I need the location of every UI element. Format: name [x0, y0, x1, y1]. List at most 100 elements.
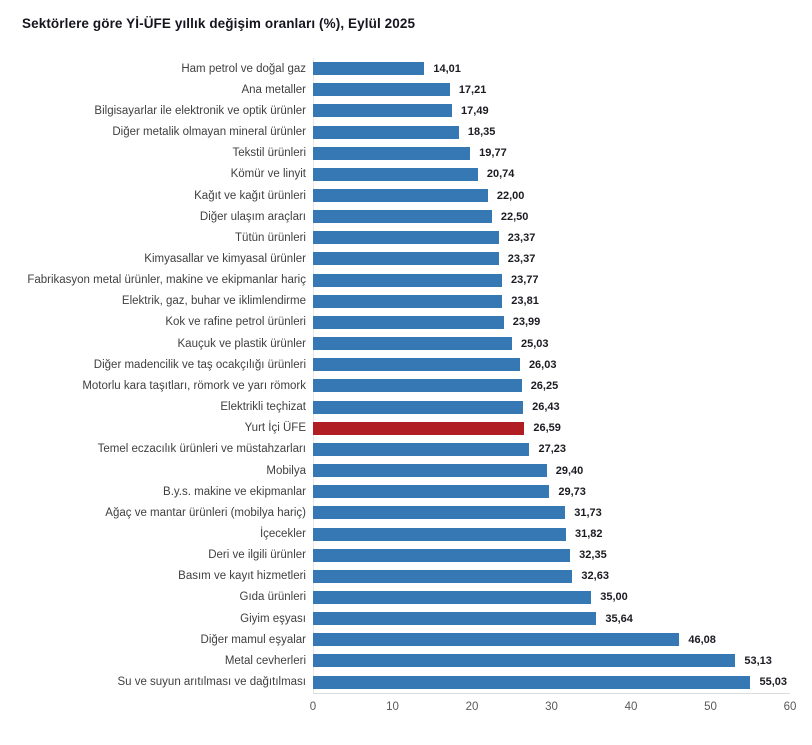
bar [313, 485, 550, 499]
bar [313, 210, 492, 224]
bar-track: 35,64 [313, 612, 790, 626]
category-label-cell: Giyim eşyası [22, 613, 313, 625]
bar-track: 53,13 [313, 654, 790, 668]
category-label: Kok ve rafine petrol ürünleri [165, 316, 306, 329]
bar [313, 189, 488, 203]
x-tick-label: 20 [465, 700, 479, 713]
category-label: Kömür ve linyit [230, 168, 306, 181]
bar [313, 548, 571, 562]
bar [313, 612, 597, 626]
category-label: Gıda ürünleri [239, 591, 306, 604]
category-label-cell: Kağıt ve kağıt ürünleri [22, 190, 313, 202]
bar-track: 29,40 [313, 464, 790, 478]
bar [313, 654, 736, 668]
bar-row: Motorlu kara taşıtları, römork ve yarı r… [22, 375, 790, 396]
category-label-cell: Diğer ulaşım araçları [22, 211, 313, 223]
bar [313, 125, 459, 139]
bar-row: Kauçuk ve plastik ürünler 25,03 [22, 333, 790, 354]
bar-row: Kömür ve linyit 20,74 [22, 164, 790, 185]
value-label: 26,43 [532, 401, 560, 414]
bar-track: 26,59 [313, 421, 790, 435]
bar [313, 590, 592, 604]
category-label-cell: Elektrikli teçhizat [22, 401, 313, 413]
bar-row: Gıda ürünleri 35,00 [22, 587, 790, 608]
bar [313, 315, 504, 329]
bar [313, 379, 522, 393]
bar [313, 337, 512, 351]
bar [313, 62, 425, 76]
bar-row: Tekstil ürünleri 19,77 [22, 143, 790, 164]
bar [313, 231, 499, 245]
x-axis: 0 10 20 30 40 50 60 [310, 692, 796, 719]
category-label: Bilgisayarlar ile elektronik ve optik ür… [94, 104, 306, 117]
bar-row: Deri ve ilgili ürünler 32,35 [22, 545, 790, 566]
bar [313, 104, 453, 118]
category-label-cell: Tekstil ürünleri [22, 147, 313, 159]
value-label: 20,74 [486, 168, 515, 181]
bar-track: 19,77 [313, 146, 790, 160]
bar-track: 23,99 [313, 315, 790, 329]
bar-row: Fabrikasyon metal ürünler, makine ve eki… [22, 270, 790, 291]
value-label: 27,23 [538, 443, 566, 456]
bar-row: Elektrikli teçhizat 26,43 [22, 397, 790, 418]
category-label-cell: Deri ve ilgili ürünler [22, 549, 313, 561]
value-label: 17,49 [461, 104, 489, 117]
bar [313, 167, 478, 181]
value-label: 17,21 [458, 83, 487, 96]
bar-row: Diğer metalik olmayan mineral ürünler 18,… [22, 121, 790, 142]
bar-row: Temel eczacılık ürünleri ve müstahzarlar… [22, 439, 790, 460]
bar [313, 400, 524, 414]
highlight-bar [313, 421, 525, 435]
category-label: Ana metaller [241, 83, 306, 96]
bar [313, 569, 573, 583]
value-label: 26,59 [533, 422, 561, 435]
category-label: Elektrik, gaz, buhar ve iklimlendirme [121, 295, 306, 308]
category-label: Temel eczacılık ürünleri ve müstahzarlar… [97, 443, 306, 456]
bar [313, 442, 530, 456]
bar [313, 633, 680, 647]
bar-row: Kimyasallar ve kimyasal ürünler 23,37 [22, 248, 790, 269]
bar [313, 464, 547, 478]
category-label-cell: Kömür ve linyit [22, 168, 313, 180]
bar-row: Ağaç ve mantar ürünleri (mobilya hariç) 3… [22, 502, 790, 523]
bar-track: 17,49 [313, 104, 790, 118]
category-label: Fabrikasyon metal ürünler, makine ve eki… [27, 274, 306, 287]
category-label-cell: Ana metaller [22, 84, 313, 96]
category-label: Kağıt ve kağıt ürünleri [194, 189, 306, 202]
bar-track: 31,82 [313, 527, 790, 541]
category-label: Diğer metalik olmayan mineral ürünler [112, 126, 306, 139]
category-label-cell: Mobilya [22, 465, 313, 477]
category-label-cell: Basım ve kayıt hizmetleri [22, 570, 313, 582]
value-label: 55,03 [759, 676, 788, 689]
bar-track: 23,37 [313, 252, 790, 266]
category-label-cell: İçecekler [22, 528, 313, 540]
category-label: Diğer madencilik ve taş ocakçılığı ürünl… [93, 358, 306, 371]
category-label: Ham petrol ve doğal gaz [181, 62, 306, 75]
category-label: Yurt İçi ÜFE [244, 422, 306, 435]
bar-row: Basım ve kayıt hizmetleri 32,63 [22, 566, 790, 587]
category-label-cell: Tütün ürünleri [22, 232, 313, 244]
chart-title: Sektörlere göre Yİ-ÜFE yıllık değişim or… [22, 16, 416, 31]
category-label-cell: Temel eczacılık ürünleri ve müstahzarlar… [22, 443, 313, 455]
bar-track: 18,35 [313, 125, 790, 139]
bar-track: 32,35 [313, 548, 790, 562]
value-label: 35,00 [600, 591, 628, 604]
bar [313, 146, 471, 160]
category-label: Kauçuk ve plastik ürünler [177, 337, 306, 350]
value-label: 23,37 [507, 252, 536, 265]
x-tick-label: 60 [783, 700, 797, 713]
category-label: Elektrikli teçhizat [220, 401, 306, 414]
bar-track: 23,77 [313, 273, 790, 287]
value-label: 18,35 [467, 126, 496, 139]
bar [313, 83, 450, 97]
bar-track: 29,73 [313, 485, 790, 499]
bar-row: Metal cevherleri 53,13 [22, 650, 790, 671]
category-label-cell: Elektrik, gaz, buhar ve iklimlendirme [22, 295, 313, 307]
category-label: Diğer ulaşım araçları [199, 210, 306, 223]
bar-track: 26,03 [313, 358, 790, 372]
bar-row: Diğer madencilik ve taş ocakçılığı ürünl… [22, 354, 790, 375]
bar-track: 14,01 [313, 62, 790, 76]
x-tick-label: 10 [386, 700, 399, 713]
bar-row: İçecekler 31,82 [22, 523, 790, 544]
category-label-cell: Diğer mamul eşyalar [22, 634, 313, 646]
